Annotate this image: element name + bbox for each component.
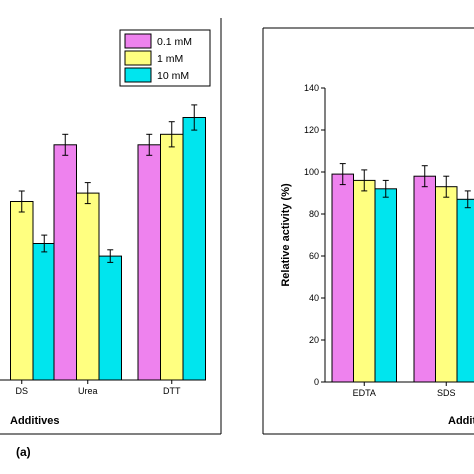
error-bar-b-sds-1-mm: [443, 175, 450, 198]
error-bar-sds-1-mm: [18, 190, 25, 213]
bar-dtt-10-mm: [182, 117, 206, 381]
bar-b-edta-10-mm: [374, 188, 397, 383]
error-bar-dtt-10-mm: [191, 104, 198, 131]
bar-b-sds-10-mm: [456, 198, 474, 383]
legend-swatch-0.1mm: [124, 33, 152, 49]
error-bar-b-sds-0-1-mm: [421, 165, 428, 188]
bar-b-edta-0-1-mm: [331, 173, 354, 383]
error-bar-b-edta-10-mm: [382, 179, 389, 198]
panel-b-x-axis-title: Additi: [448, 415, 474, 427]
y-tick-label-80: 80: [309, 209, 319, 219]
chart-panel-a: DS Urea DTT Additives 0.1 mM 1 mM 10 mM: [0, 18, 222, 435]
error-bar-urea-1-mm: [84, 182, 91, 205]
legend-label-1mm: 1 mM: [157, 53, 183, 65]
y-tick-label-120: 120: [304, 125, 319, 135]
legend-swatch-10mm: [124, 67, 152, 83]
legend-label-10mm: 10 mM: [157, 70, 189, 82]
bar-urea-10-mm: [98, 255, 122, 381]
category-label-sds: DS: [15, 386, 28, 396]
legend-swatch-1mm: [124, 50, 152, 66]
panel-a-x-axis-title: Additives: [10, 415, 60, 427]
error-bar-b-edta-0-1-mm: [339, 163, 346, 186]
legend-label-0.1mm: 0.1 mM: [157, 36, 192, 48]
panel-b-x-ticks: [363, 382, 447, 386]
bar-urea-0-1-mm: [53, 144, 77, 381]
bar-urea-1-mm: [76, 192, 100, 381]
panel-a-bars: [10, 104, 206, 381]
error-bar-sds-10-mm: [41, 234, 48, 253]
error-bar-urea-0-1-mm: [62, 133, 69, 156]
bar-sds-10-mm: [32, 243, 56, 381]
panel-b-y-ticks: 0 20 40 60 80 100 120 140: [304, 83, 325, 387]
category-label-dtt: DTT: [163, 386, 181, 396]
panel-b-bars: [331, 163, 474, 383]
category-label-b-sds: SDS: [437, 388, 456, 398]
bar-b-sds-1-mm: [435, 186, 458, 383]
error-bar-b-edta-1-mm: [361, 169, 368, 192]
chart-panel-b: 0 20 40 60 80 100 120 140 EDTA SDS Relative acti…: [262, 27, 474, 435]
bar-sds-1-mm: [10, 201, 34, 381]
panel-label-a: (a): [16, 445, 31, 459]
error-bar-urea-10-mm: [107, 249, 114, 263]
panel-b-y-axis-title: Relative activity (%): [280, 183, 292, 287]
error-bar-dtt-0-1-mm: [146, 133, 153, 156]
error-bar-dtt-1-mm: [168, 121, 175, 148]
y-tick-label-40: 40: [309, 293, 319, 303]
panel-a-x-ticks: [21, 380, 173, 384]
panel-a-category-labels: DS Urea DTT: [15, 386, 181, 396]
y-tick-label-20: 20: [309, 335, 319, 345]
bar-b-edta-1-mm: [353, 179, 376, 383]
y-tick-label-140: 140: [304, 83, 319, 93]
bar-dtt-1-mm: [160, 133, 184, 381]
y-tick-label-100: 100: [304, 167, 319, 177]
error-bar-b-sds-10-mm: [464, 190, 471, 209]
y-tick-label-0: 0: [314, 377, 319, 387]
category-label-b-edta: EDTA: [353, 388, 376, 398]
panel-b-category-labels: EDTA SDS: [353, 388, 456, 398]
category-label-urea: Urea: [78, 386, 98, 396]
legend: 0.1 mM 1 mM 10 mM: [119, 29, 211, 87]
bar-dtt-0-1-mm: [137, 144, 161, 381]
y-tick-label-60: 60: [309, 251, 319, 261]
bar-b-sds-0-1-mm: [413, 175, 436, 383]
